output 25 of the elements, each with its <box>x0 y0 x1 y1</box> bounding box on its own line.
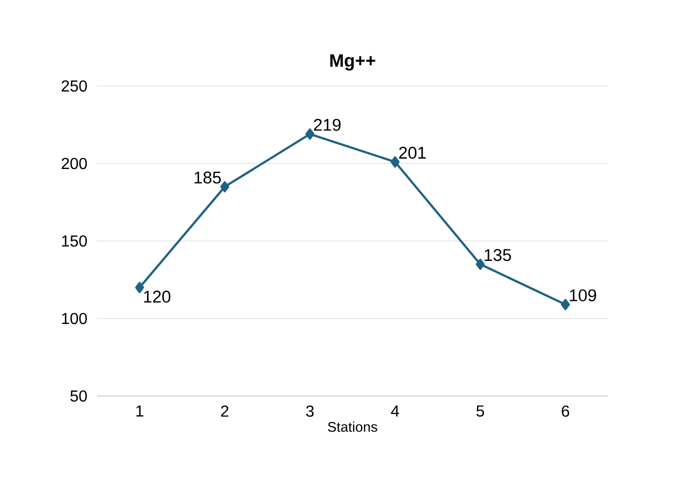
x-tick-label: 1 <box>136 405 144 416</box>
y-tick-label: 200 <box>62 158 87 170</box>
x-tick-label: 4 <box>391 405 400 416</box>
x-tick-label: 2 <box>221 406 228 417</box>
data-label: 109 <box>570 289 596 302</box>
point <box>220 181 230 192</box>
y-tick-label: 250 <box>62 80 87 92</box>
data-label: 185 <box>194 172 221 184</box>
y-tick-label: 50 <box>70 390 87 402</box>
x-axis-title: Stations <box>328 422 378 432</box>
point <box>476 258 485 270</box>
x-tick-label: 5 <box>476 405 484 417</box>
y-tick-label: 150 <box>62 235 87 247</box>
data-label: 135 <box>484 249 511 262</box>
point <box>560 298 570 310</box>
point <box>135 282 144 294</box>
point <box>305 128 314 140</box>
point <box>390 156 400 168</box>
data-label: 120 <box>144 290 170 303</box>
data-label: 201 <box>399 146 426 159</box>
data-label: 219 <box>314 118 341 131</box>
x-tick-label: 6 <box>562 406 570 417</box>
chart-title: Mg++ <box>330 54 376 70</box>
x-tick-label: 3 <box>306 406 314 417</box>
y-tick-label: 100 <box>62 312 87 324</box>
